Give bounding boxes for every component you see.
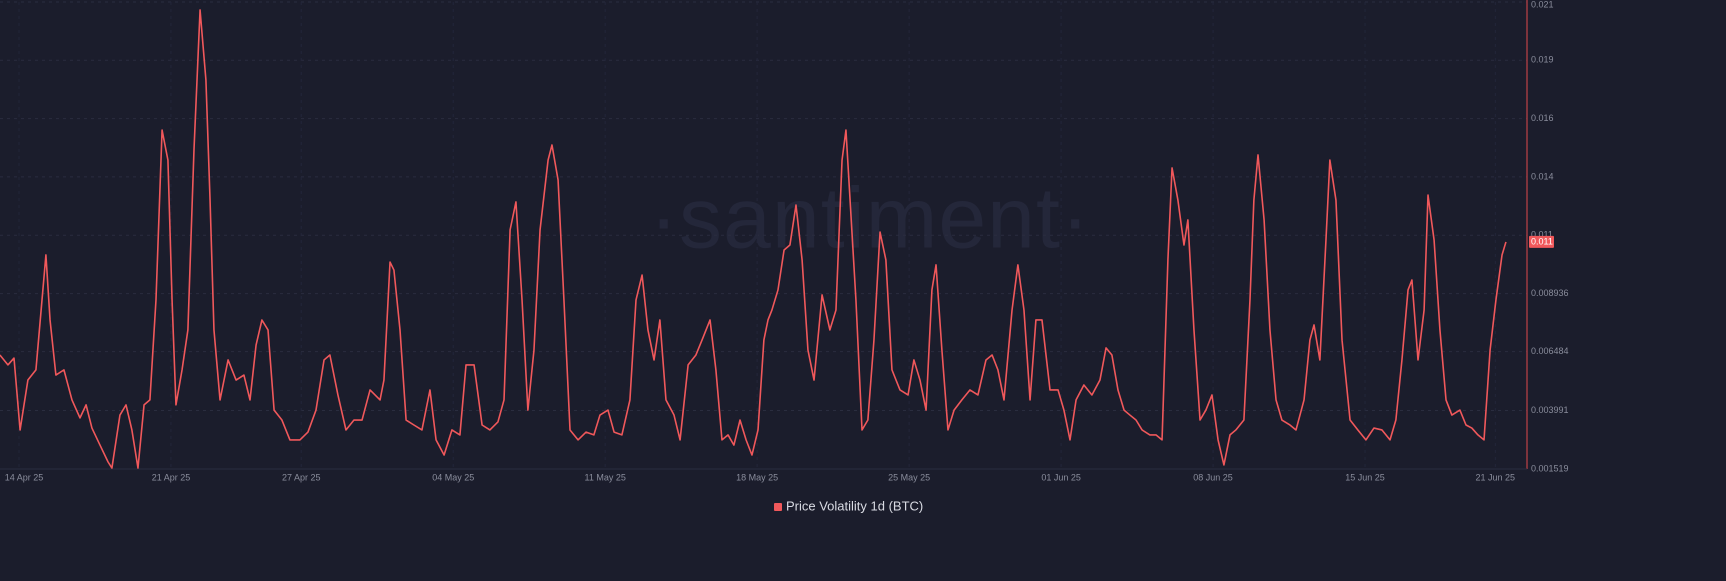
x-tick-label: 25 May 25 <box>888 472 930 482</box>
legend-swatch <box>774 503 782 511</box>
x-tick-label: 04 May 25 <box>432 472 474 482</box>
y-tick-label: 0.014 <box>1531 171 1554 181</box>
x-tick-label: 14 Apr 25 <box>5 472 44 482</box>
y-tick-label: 0.021 <box>1531 0 1554 9</box>
watermark: ·santiment· <box>649 171 1090 267</box>
legend-label[interactable]: Price Volatility 1d (BTC) <box>786 498 923 513</box>
x-tick-label: 08 Jun 25 <box>1193 472 1233 482</box>
x-tick-label: 11 May 25 <box>584 472 625 482</box>
y-tick-label: 0.006484 <box>1531 346 1569 356</box>
x-tick-label: 15 Jun 25 <box>1345 472 1385 482</box>
x-tick-label: 21 Apr 25 <box>152 472 191 482</box>
y-tick-label: 0.003991 <box>1531 405 1569 415</box>
x-tick-label: 01 Jun 25 <box>1041 472 1081 482</box>
last-value-badge <box>1529 235 1554 248</box>
y-tick-label: 0.016 <box>1531 113 1554 123</box>
series-line <box>0 9 1507 469</box>
x-tick-label: 21 Jun 25 <box>1476 472 1516 482</box>
x-tick-label: 27 Apr 25 <box>282 472 321 482</box>
x-tick-label: 18 May 25 <box>736 472 778 482</box>
y-tick-label: 0.001519 <box>1531 463 1569 473</box>
y-tick-label: 0.008936 <box>1531 288 1569 298</box>
y-tick-label: 0.011 <box>1531 230 1553 240</box>
last-value-label: 0.011 <box>1531 236 1553 246</box>
y-tick-label: 0.019 <box>1531 55 1554 65</box>
